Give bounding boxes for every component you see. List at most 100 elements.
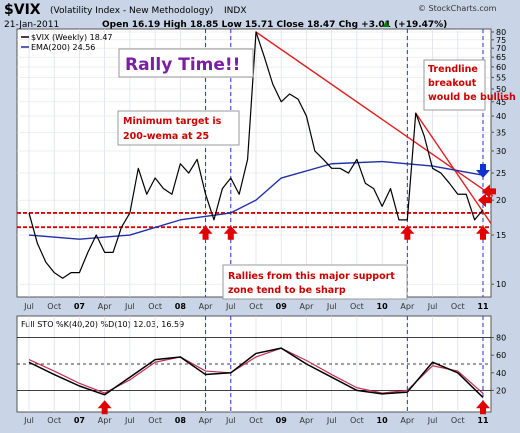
trendline-text: Trendline breakout would be bullish: [428, 64, 516, 103]
sto-d-series: [28, 347, 484, 394]
rallies-label: Rallies from this major support zone ten…: [222, 264, 408, 300]
x-tick-label: Apr: [199, 416, 214, 425]
trendline-label: Trendline breakout would be bullish: [423, 59, 516, 111]
x-tick-label: Jul: [326, 302, 337, 311]
y-tick-label: 40: [496, 112, 506, 121]
x-tick-label: Oct: [249, 302, 263, 311]
y-tick-label: 10: [496, 280, 506, 289]
x-tick-label: Oct: [47, 416, 61, 425]
x-tick-label: Jul: [225, 302, 236, 311]
x-tick-label: Oct: [451, 416, 465, 425]
quote-line: Open 16.19 High 18.85 Low 15.71 Close 18…: [102, 20, 447, 30]
y-tick-label: 60: [496, 351, 506, 360]
y-tick-label: 45: [496, 98, 506, 107]
x-tick-label: 07: [74, 302, 85, 311]
y-tick-label: 20: [496, 196, 506, 205]
chart-date: 21-Jan-2011: [4, 20, 59, 30]
x-tick-label: Oct: [148, 416, 162, 425]
x-tick-label: 08: [175, 302, 187, 311]
signal-markers: [198, 164, 496, 240]
x-tick-label: 10: [377, 302, 389, 311]
sto-y-axis: 80 60 40 20: [491, 334, 506, 395]
x-tick-label: Apr: [98, 416, 113, 425]
y-tick-label: 60: [496, 63, 506, 72]
x-tick-label: Apr: [400, 416, 415, 425]
ema-line: [28, 160, 484, 240]
up-arrow-icon: [476, 400, 490, 415]
sto-d-line: [28, 347, 484, 394]
x-tick-label: Oct: [47, 302, 61, 311]
left-arrow-icon: [482, 184, 496, 199]
target-text: Minimum target is 200-wema at 25: [123, 116, 225, 142]
x-tick-label: 11: [477, 302, 489, 311]
x-tick-label: Jul: [427, 416, 438, 425]
rally-label: Rally Time!!: [118, 48, 254, 78]
y-tick-label: 15: [496, 231, 506, 240]
x-tick-label: Apr: [300, 416, 315, 425]
chart-symbol: $VIX: [4, 2, 41, 18]
x-tick-label: Oct: [451, 302, 465, 311]
up-arrow-icon: [223, 225, 238, 240]
x-tick-label: Oct: [249, 416, 263, 425]
x-tick-label: Jul: [23, 302, 34, 311]
y-tick-label: 25: [496, 169, 506, 178]
up-arrow-icon: [97, 400, 112, 415]
rallies-text: Rallies from this major support zone ten…: [228, 271, 398, 296]
x-tick-label: Oct: [350, 416, 364, 425]
y-tick-label: 40: [496, 369, 506, 378]
x-tick-label: Apr: [98, 302, 113, 311]
up-arrow-icon: [476, 225, 490, 240]
y-tick-label: 65: [496, 53, 506, 62]
x-tick-label: Oct: [148, 302, 162, 311]
vix-line: [28, 31, 484, 279]
x-tick-label: Jul: [326, 416, 337, 425]
x-tick-label: 09: [276, 302, 288, 311]
x-tick-label: 08: [175, 416, 187, 425]
chart-title: (Volatility Index - New Methodology): [50, 6, 213, 16]
legend-vix: $VIX (Weekly) 18.47: [31, 33, 113, 42]
legend-sto: Full STO %K(40,20) %D(10) 12.03, 16.59: [21, 320, 184, 329]
y-tick-label: 80: [496, 28, 506, 37]
y-tick-label: 35: [496, 128, 506, 137]
x-tick-label: 07: [74, 416, 85, 425]
down-arrow-icon: [476, 164, 490, 179]
sto-markers: [97, 400, 490, 415]
change-up-icon: ▲: [383, 19, 390, 28]
y-tick-label: 30: [496, 147, 506, 156]
x-tick-label: Apr: [400, 302, 415, 311]
x-tick-label: Jul: [427, 302, 438, 311]
trendline: [255, 31, 494, 224]
x-tick-label: Jul: [124, 302, 135, 311]
y-tick-label: 50: [496, 85, 506, 94]
up-arrow-icon: [198, 225, 213, 240]
x-tick-label: 10: [377, 416, 389, 425]
x-tick-label: 09: [276, 416, 288, 425]
sto-k-line: [28, 347, 484, 398]
y-tick-label: 80: [496, 334, 506, 343]
y-tick-label: 70: [496, 44, 506, 53]
trendline-line-2: [415, 112, 492, 224]
x-tick-label: Oct: [350, 302, 364, 311]
y-tick-label: 55: [496, 73, 506, 82]
x-tick-label: Jul: [225, 416, 236, 425]
y-tick-label: 75: [496, 36, 506, 45]
y-tick-label: 20: [496, 386, 506, 395]
sto-vertical-lines: [205, 316, 484, 412]
legend-ema: EMA(200) 24.56: [31, 43, 95, 52]
x-tick-label: Jul: [23, 416, 34, 425]
x-tick-label: 11: [477, 416, 489, 425]
sto-k-series: [28, 347, 484, 398]
price-legend: $VIX (Weekly) 18.47 EMA(200) 24.56: [21, 33, 113, 52]
sto-x-axis: Jul Oct 07 Apr Jul Oct 08 Apr Jul Oct 09 Apr Jul Oct 1…: [23, 416, 489, 425]
support-zone: [17, 212, 491, 229]
watermark: © StockCharts.com: [418, 4, 497, 13]
rally-text: Rally Time!!: [125, 55, 240, 75]
target-label: Minimum target is 200-wema at 25: [117, 110, 240, 146]
price-x-axis: Jul Oct 07 Apr Jul Oct 08 Apr Jul Oct 09 Apr Jul Oct 1…: [23, 302, 489, 311]
ema-series: [28, 160, 484, 240]
chart-exchange: INDX: [224, 6, 246, 16]
x-tick-label: Apr: [300, 302, 315, 311]
x-tick-label: Apr: [199, 302, 214, 311]
